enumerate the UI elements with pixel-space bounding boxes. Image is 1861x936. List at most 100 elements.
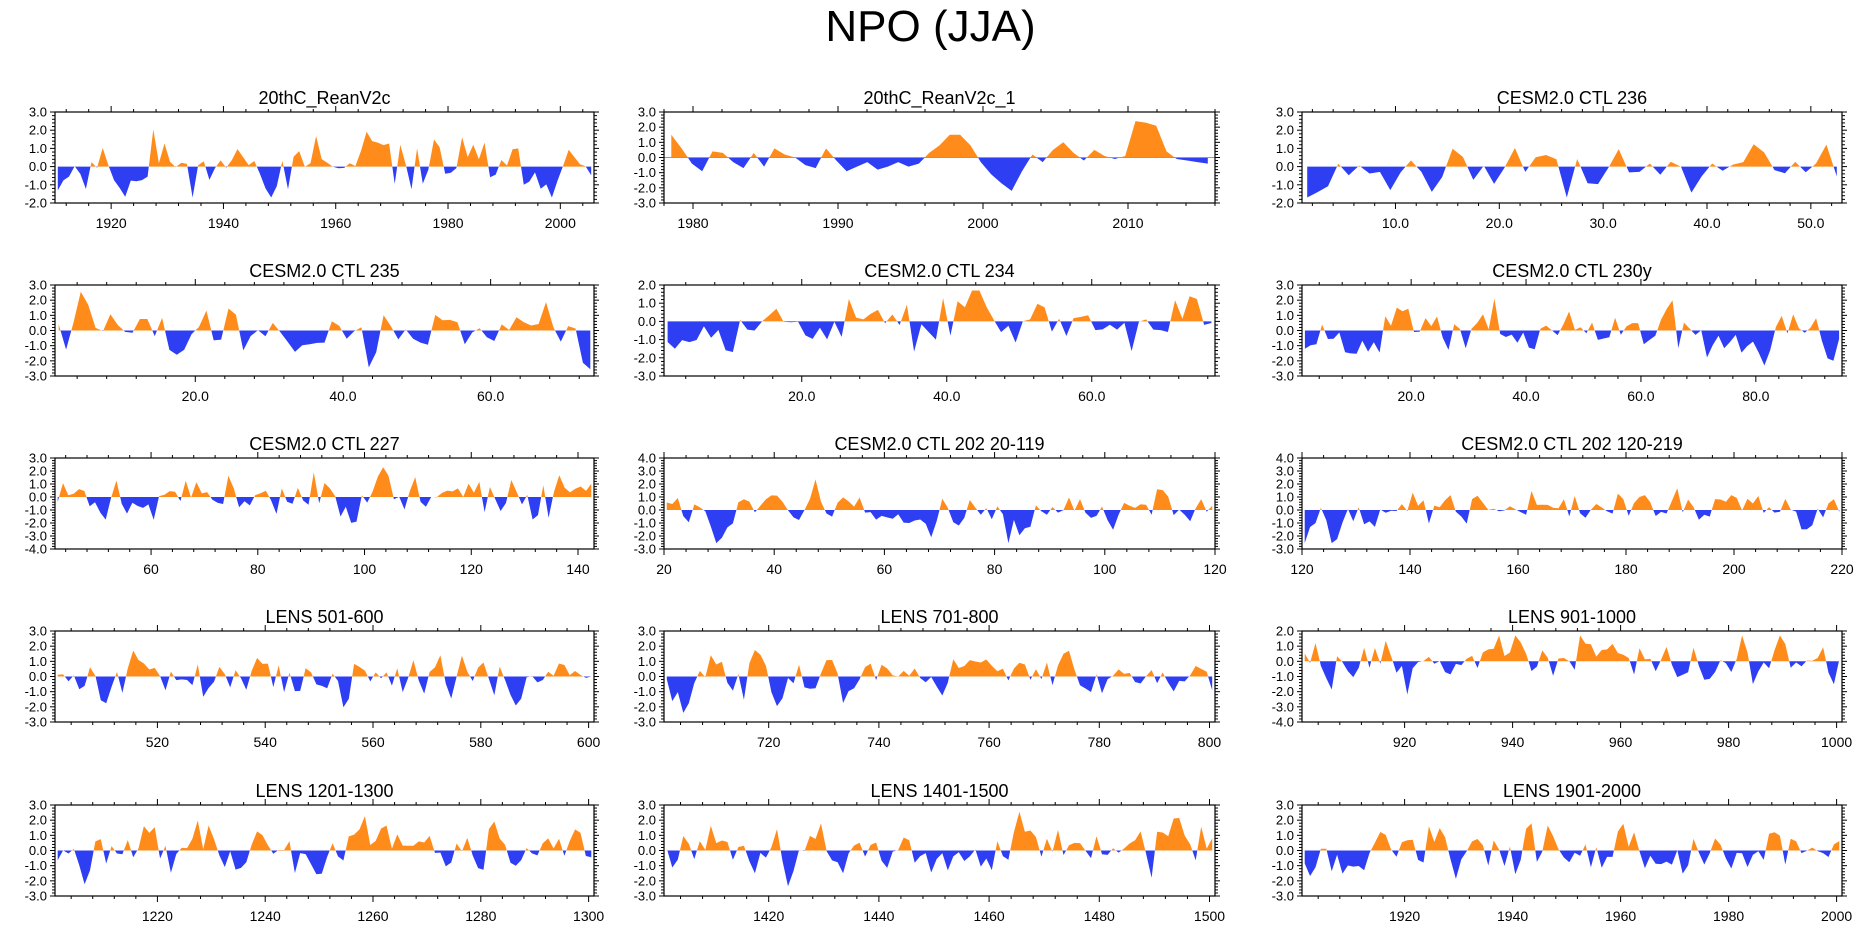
positive-area [666, 811, 1213, 851]
y-tick-label: 0.0 [638, 314, 656, 329]
x-tick-label: 100 [1093, 561, 1117, 577]
y-tick-label: 2.0 [638, 813, 656, 828]
negative-area [666, 676, 1213, 713]
panel-4: CESM2.0 CTL 235 -3.0-2.0-1.00.01.02.03.0 2… [25, 261, 599, 404]
plot-frame [663, 457, 1216, 550]
y-tick-label: 0.0 [638, 669, 656, 684]
y-tick-label: 1.0 [638, 490, 656, 505]
x-tick-label: 60.0 [1078, 388, 1105, 404]
negative-area [58, 330, 591, 370]
negative-area [57, 497, 592, 523]
y-tick-label: 1.0 [29, 828, 47, 843]
negative-area [57, 166, 592, 198]
x-tick-label: 60.0 [1627, 388, 1654, 404]
panel-title: CESM2.0 CTL 230y [1492, 261, 1651, 281]
negative-area [57, 850, 592, 885]
x-tick-label: 720 [757, 734, 781, 750]
y-tick-label: 4.0 [1276, 451, 1294, 466]
y-tick-label: 2.0 [638, 639, 656, 654]
y-tick-label: 3.0 [638, 105, 656, 120]
y-tick-label: -2.0 [1272, 529, 1294, 544]
x-tick-label: 740 [867, 734, 891, 750]
y-tick-label: -3.0 [25, 529, 47, 544]
x-tick-label: 1480 [1084, 908, 1115, 924]
x-tick-label: 160 [1506, 561, 1530, 577]
negative-area [1304, 850, 1840, 879]
y-tick-label: 0.0 [29, 843, 47, 858]
y-tick-label: -3.0 [1272, 699, 1294, 714]
x-tick-label: 1260 [357, 908, 388, 924]
negative-area [667, 321, 1212, 352]
y-tick-label: 3.0 [1276, 798, 1294, 813]
y-tick-label: 0.0 [1276, 843, 1294, 858]
panel-8: CESM2.0 CTL 202 20-119 -3.0-2.0-1.00.01.0… [634, 434, 1227, 577]
y-tick-label: -3.0 [1272, 369, 1294, 384]
panel-7: CESM2.0 CTL 227 -4.0-3.0-2.0-1.00.01.02.0… [25, 434, 599, 577]
y-tick-label: 2.0 [29, 293, 47, 308]
positive-area [1304, 823, 1840, 851]
x-tick-label: 1980 [677, 215, 708, 231]
positive-area [671, 121, 1208, 158]
x-tick-label: 140 [1398, 561, 1422, 577]
y-tick-label: 3.0 [1276, 464, 1294, 479]
y-tick-label: 1.0 [638, 135, 656, 150]
x-tick-label: 1990 [822, 215, 853, 231]
y-tick-label: 3.0 [1276, 278, 1294, 293]
x-tick-label: 1940 [1497, 908, 1528, 924]
y-tick-label: 3.0 [29, 105, 47, 120]
y-tick-label: -2.0 [1272, 684, 1294, 699]
panel-title: CESM2.0 CTL 234 [864, 261, 1014, 281]
y-tick-label: 3.0 [638, 464, 656, 479]
negative-area [666, 850, 1213, 887]
negative-area [1307, 166, 1837, 198]
negative-area [1304, 510, 1840, 544]
plot-frame [54, 111, 595, 204]
positive-area [58, 291, 591, 331]
x-tick-label: 800 [1198, 734, 1222, 750]
x-tick-label: 120 [460, 561, 484, 577]
y-tick-label: 2.0 [1276, 123, 1294, 138]
x-tick-label: 220 [1830, 561, 1854, 577]
positive-area [57, 816, 592, 851]
plot-frame [1301, 630, 1843, 723]
x-tick-label: 20.0 [788, 388, 815, 404]
y-tick-label: 1.0 [29, 141, 47, 156]
x-tick-label: 2000 [1821, 908, 1852, 924]
x-tick-label: 1500 [1194, 908, 1225, 924]
y-tick-label: -1.0 [634, 858, 656, 873]
x-tick-label: 1960 [320, 215, 351, 231]
x-tick-label: 580 [469, 734, 493, 750]
panel-title: CESM2.0 CTL 236 [1497, 88, 1647, 108]
x-tick-label: 1980 [432, 215, 463, 231]
panel-2: 20thC_ReanV2c_1 -3.0-2.0-1.00.01.02.03.0 1… [634, 88, 1220, 231]
y-tick-label: 1.0 [29, 308, 47, 323]
y-tick-label: 3.0 [638, 798, 656, 813]
positive-area [57, 129, 592, 167]
y-tick-label: -3.0 [634, 715, 656, 730]
y-tick-label: 0.0 [29, 669, 47, 684]
y-tick-label: 2.0 [1276, 477, 1294, 492]
x-tick-label: 1960 [1605, 908, 1636, 924]
y-tick-label: -2.0 [634, 873, 656, 888]
y-tick-label: -3.0 [634, 369, 656, 384]
x-tick-label: 1920 [96, 215, 127, 231]
y-tick-label: 0.0 [1276, 323, 1294, 338]
panel-title: LENS 1401-1500 [870, 781, 1008, 801]
panel-15: LENS 1901-2000 -3.0-2.0-1.00.01.02.03.0 19… [1272, 781, 1853, 924]
y-tick-label: 1.0 [29, 477, 47, 492]
y-tick-label: -2.0 [634, 529, 656, 544]
positive-area [1307, 144, 1837, 167]
panel-title: LENS 1901-2000 [1503, 781, 1641, 801]
y-tick-label: 2.0 [29, 813, 47, 828]
y-tick-label: 1.0 [1276, 141, 1294, 156]
y-tick-label: -2.0 [634, 180, 656, 195]
y-tick-label: 3.0 [29, 278, 47, 293]
x-tick-label: 50.0 [1797, 215, 1824, 231]
y-tick-label: 2.0 [29, 639, 47, 654]
x-tick-label: 980 [1717, 734, 1741, 750]
panel-title: LENS 901-1000 [1508, 607, 1636, 627]
x-tick-label: 520 [146, 734, 170, 750]
y-tick-label: -1.0 [25, 684, 47, 699]
y-tick-label: -1.0 [1272, 338, 1294, 353]
x-tick-label: 20.0 [1398, 388, 1425, 404]
